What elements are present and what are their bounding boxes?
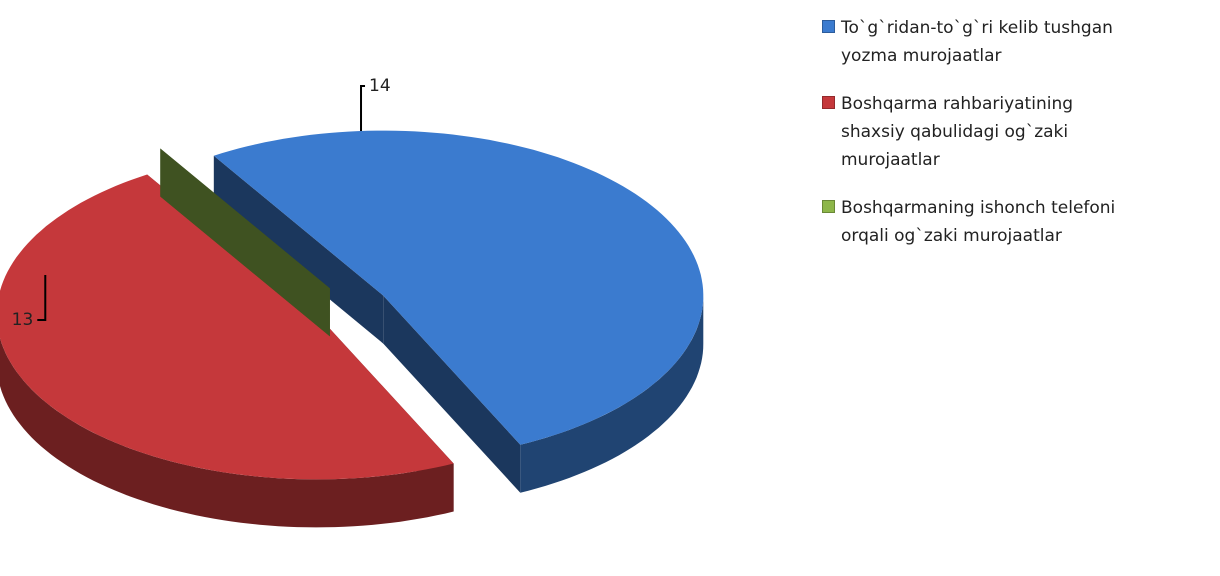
- legend-label: To`g`ridan-to`g`ri kelib tushgan yozma m…: [841, 18, 1113, 66]
- slice: [213, 130, 704, 493]
- slice-wall: [0, 337, 454, 528]
- slice: [160, 148, 330, 337]
- slice: [160, 148, 330, 289]
- leader-line: [37, 274, 47, 321]
- legend-item: Boshqarma rahbariyatining shaxsiy qabuli…: [822, 90, 1202, 174]
- slice: [0, 174, 454, 480]
- slice-side: [160, 148, 330, 337]
- slice: [213, 130, 704, 445]
- slice-side: [383, 295, 521, 493]
- leader-line: [360, 85, 366, 132]
- data-label: 14: [369, 76, 391, 96]
- legend: To`g`ridan-to`g`ri kelib tushgan yozma m…: [822, 14, 1202, 270]
- slice: [0, 174, 454, 528]
- legend-swatch: [822, 20, 835, 33]
- data-label: 13: [12, 310, 34, 330]
- slice-side: [213, 155, 384, 344]
- legend-label: Boshqarma rahbariyatining shaxsiy qabuli…: [841, 94, 1074, 170]
- legend-label: Boshqarmaning ishonch telefoni orqali og…: [841, 198, 1116, 246]
- legend-item: To`g`ridan-to`g`ri kelib tushgan yozma m…: [822, 14, 1202, 70]
- slice-wall: [520, 295, 704, 493]
- legend-item: Boshqarmaning ishonch telefoni orqali og…: [822, 194, 1202, 250]
- legend-swatch: [822, 96, 835, 109]
- legend-swatch: [822, 200, 835, 213]
